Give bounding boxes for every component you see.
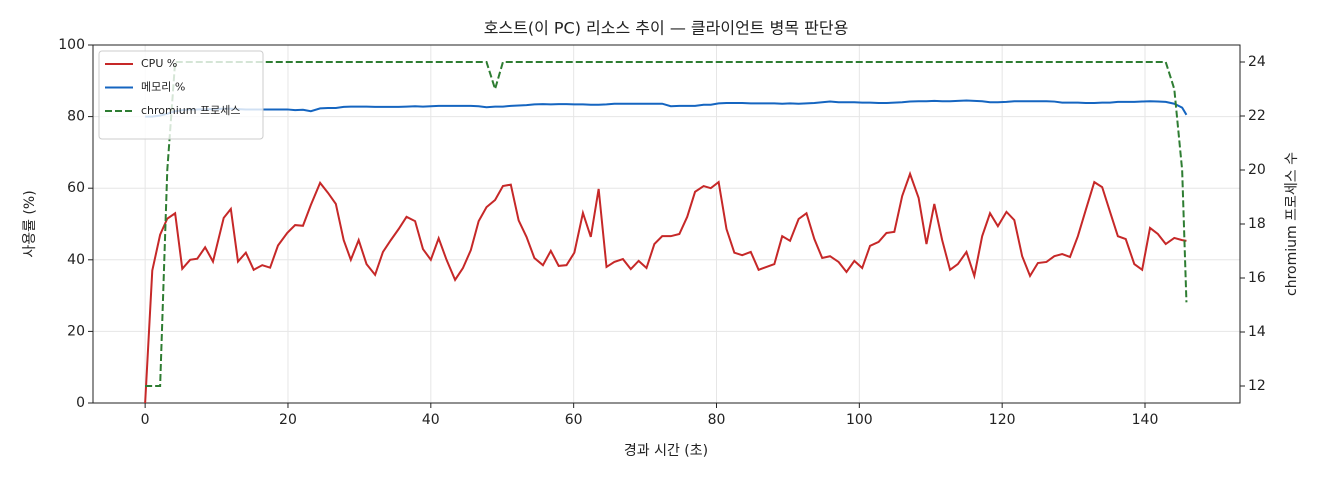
y-tick-label: 80 — [67, 109, 85, 125]
y2-axis-label: chromium 프로세스 수 — [1284, 152, 1300, 296]
x-tick-label: 20 — [279, 412, 297, 428]
x-tick-label: 60 — [565, 412, 583, 428]
y-tick-label: 100 — [58, 37, 85, 53]
y-tick-label: 40 — [67, 252, 85, 268]
y-tick-label: 60 — [67, 180, 85, 196]
legend-label: 메모리 % — [141, 81, 185, 94]
y2-tick-label: 20 — [1248, 162, 1266, 178]
y-tick-label: 0 — [76, 395, 85, 411]
data-line — [144, 170, 1187, 404]
y-tick-label: 20 — [67, 323, 85, 339]
legend-label: CPU % — [141, 57, 177, 70]
y2-tick-label: 24 — [1248, 54, 1266, 70]
x-tick-label: 40 — [422, 412, 440, 428]
x-tick-label: 100 — [846, 412, 873, 428]
y2-tick-label: 12 — [1248, 378, 1266, 394]
legend-label: chromium 프로세스 — [141, 104, 240, 117]
y2-tick-label: 14 — [1248, 324, 1266, 340]
chart-title: 호스트(이 PC) 리소스 추이 — 클라이언트 병목 판단용 — [484, 19, 849, 38]
x-tick-label: 120 — [989, 412, 1016, 428]
y-axis-label: 사용률 (%) — [22, 190, 38, 257]
y2-tick-label: 16 — [1248, 270, 1266, 286]
y2-tick-label: 22 — [1248, 108, 1266, 124]
data-line — [145, 99, 1188, 118]
y2-tick-label: 18 — [1248, 216, 1266, 232]
x-tick-label: 80 — [708, 412, 726, 428]
x-axis-label: 경과 시간 (초) — [624, 443, 708, 459]
data-line — [145, 61, 1188, 387]
x-tick-label: 140 — [1132, 412, 1159, 428]
x-tick-label: 0 — [141, 412, 150, 428]
legend-box — [98, 50, 264, 140]
plot-frame — [92, 44, 1241, 404]
